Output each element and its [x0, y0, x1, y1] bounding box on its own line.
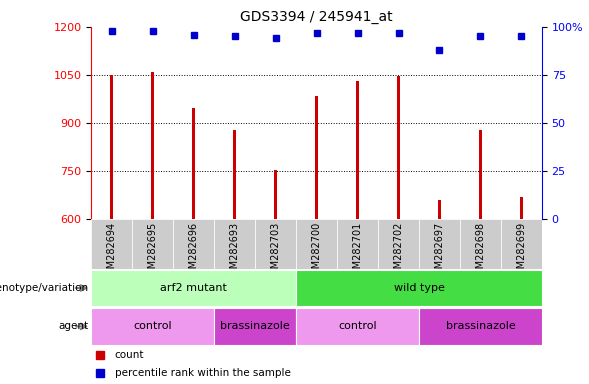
Bar	[397, 76, 400, 219]
Text: GSM282696: GSM282696	[188, 221, 198, 280]
Bar	[315, 96, 318, 219]
Text: brassinazole: brassinazole	[220, 321, 290, 331]
Bar	[438, 200, 441, 219]
Text: control: control	[134, 321, 172, 331]
Text: GSM282697: GSM282697	[435, 221, 445, 281]
Bar	[356, 81, 359, 219]
Bar	[419, 219, 460, 269]
Text: brassinazole: brassinazole	[445, 321, 515, 331]
Bar	[378, 219, 419, 269]
Bar	[91, 308, 214, 345]
Bar	[479, 130, 482, 219]
Text: control: control	[338, 321, 377, 331]
Bar	[519, 197, 523, 219]
Bar	[214, 308, 296, 345]
Text: GSM282695: GSM282695	[148, 221, 158, 281]
Bar	[460, 219, 501, 269]
Bar	[91, 219, 133, 269]
Bar	[214, 219, 255, 269]
Bar	[296, 219, 337, 269]
Text: GSM282700: GSM282700	[312, 221, 322, 281]
Text: count: count	[115, 350, 144, 360]
Bar	[337, 219, 378, 269]
Bar	[233, 130, 236, 219]
Title: GDS3394 / 245941_at: GDS3394 / 245941_at	[240, 10, 393, 25]
Bar	[151, 72, 154, 219]
Text: wild type: wild type	[393, 283, 445, 293]
Text: GSM282698: GSM282698	[475, 221, 485, 280]
Bar	[173, 219, 214, 269]
Text: GSM282703: GSM282703	[270, 221, 280, 281]
Text: GSM282693: GSM282693	[230, 221, 240, 280]
Text: GSM282701: GSM282701	[353, 221, 363, 281]
Bar	[192, 109, 196, 219]
Bar	[296, 308, 419, 345]
Bar	[274, 170, 277, 219]
Text: genotype/variation: genotype/variation	[0, 283, 88, 293]
Bar	[133, 219, 173, 269]
Text: GSM282702: GSM282702	[393, 221, 403, 281]
Bar	[91, 270, 296, 306]
Bar	[255, 219, 296, 269]
Text: arf2 mutant: arf2 mutant	[160, 283, 227, 293]
Text: percentile rank within the sample: percentile rank within the sample	[115, 367, 291, 377]
Bar	[296, 270, 542, 306]
Text: GSM282699: GSM282699	[517, 221, 527, 280]
Bar	[501, 219, 542, 269]
Text: agent: agent	[58, 321, 88, 331]
Text: GSM282694: GSM282694	[107, 221, 117, 280]
Bar	[419, 308, 542, 345]
Bar	[110, 75, 114, 219]
